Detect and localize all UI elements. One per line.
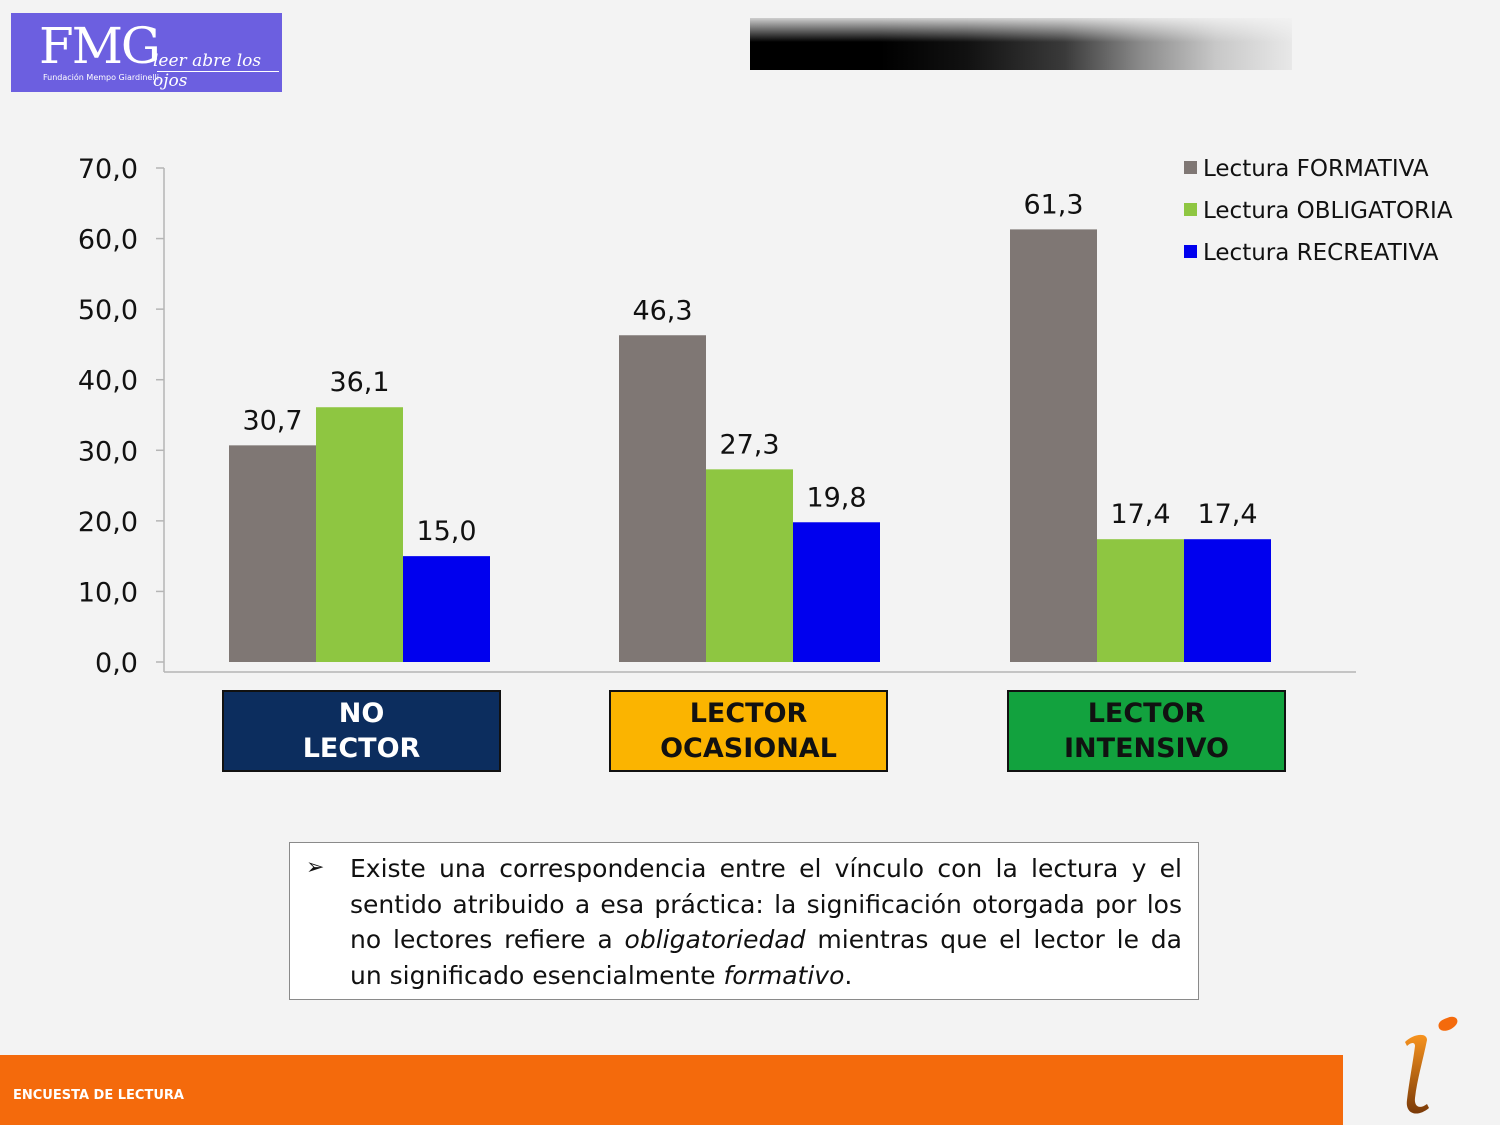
bar	[316, 407, 403, 662]
category-label-lector-intensivo: LECTOR INTENSIVO	[1007, 690, 1286, 772]
data-label: 15,0	[416, 516, 476, 547]
y-tick-label: 30,0	[78, 436, 138, 467]
data-label: 27,3	[719, 429, 779, 460]
brand-i-icon	[1405, 1016, 1458, 1114]
legend-label: Lectura RECREATIVA	[1203, 240, 1439, 266]
data-label: 61,3	[1023, 189, 1083, 220]
note-emphasis-formativo: formativo	[723, 960, 845, 990]
bar	[793, 522, 880, 662]
fmg-logo: FMG leer abre los ojos Fundación Mempo G…	[11, 13, 282, 92]
legend-swatch	[1184, 161, 1197, 174]
data-label: 19,8	[806, 482, 866, 513]
footer-bar: ENCUESTA DE LECTURA	[0, 1055, 1343, 1125]
data-label: 30,7	[242, 405, 302, 436]
bar	[1097, 539, 1184, 662]
note-box: ➢ Existe una correspondencia entre el ví…	[289, 842, 1199, 1000]
logo-sub-text: Fundación Mempo Giardinelli	[43, 73, 159, 82]
y-tick-label: 60,0	[78, 225, 138, 256]
y-tick-label: 50,0	[78, 295, 138, 326]
bar	[403, 556, 490, 662]
data-label: 17,4	[1197, 499, 1257, 530]
y-tick-label: 10,0	[78, 577, 138, 608]
logo-main-text: FMG	[39, 17, 161, 75]
note-text: Existe una correspondencia entre el vínc…	[350, 851, 1182, 993]
bar	[619, 335, 706, 662]
y-tick-label: 20,0	[78, 507, 138, 538]
bar	[1184, 539, 1271, 662]
arrow-bullet-icon: ➢	[306, 855, 325, 880]
bar-chart: 0,0 10,0 20,0 30,0 40,0 50,0 60,0 70,0 30,7 46,3 6…	[78, 154, 1453, 679]
category-label-lector-ocasional: LECTOR OCASIONAL	[609, 690, 888, 772]
legend-label: Lectura OBLIGATORIA	[1203, 198, 1453, 224]
data-label: 36,1	[329, 367, 389, 398]
y-tick-label: 40,0	[78, 366, 138, 397]
legend-label: Lectura FORMATIVA	[1203, 156, 1429, 182]
bar	[229, 445, 316, 662]
logo-script-text: leer abre los ojos	[153, 51, 262, 91]
data-label: 17,4	[1110, 499, 1170, 530]
note-text-part: .	[844, 960, 853, 990]
y-tick-label: 0,0	[95, 648, 138, 679]
footer-label: ENCUESTA DE LECTURA	[13, 1088, 184, 1103]
decorative-gradient-bar	[750, 18, 1292, 70]
bar	[706, 469, 793, 662]
logo-underline	[157, 71, 279, 72]
legend-swatch	[1184, 203, 1197, 216]
legend-swatch	[1184, 245, 1197, 258]
note-emphasis-obligatoriedad: obligatoriedad	[624, 925, 806, 954]
bar	[1010, 229, 1097, 662]
y-tick-label: 70,0	[78, 154, 138, 185]
note-text-part: mientras que el lector le da un signific…	[350, 925, 1182, 990]
note-text-part: Existe una correspondencia entre el vínc…	[350, 854, 1182, 954]
category-label-no-lector: NO LECTOR	[222, 690, 501, 772]
data-label: 46,3	[632, 295, 692, 326]
